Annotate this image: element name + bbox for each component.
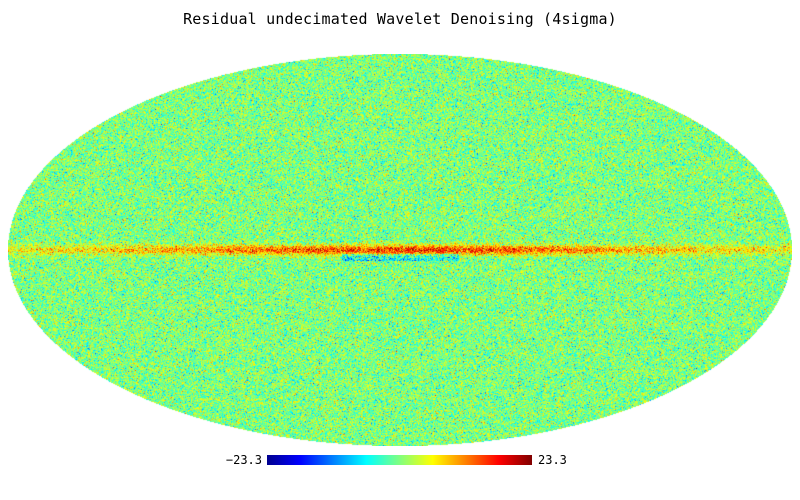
colorbar-max-label: 23.3 — [538, 453, 567, 467]
mollweide-sky-map — [8, 54, 792, 446]
colorbar-min-label: −23.3 — [225, 453, 262, 467]
map-title: Residual undecimated Wavelet Denoising (… — [183, 10, 617, 28]
residual-map-canvas — [8, 54, 792, 446]
colorbar-gradient — [267, 455, 532, 465]
colorbar: −23.3 23.3 — [0, 453, 800, 469]
